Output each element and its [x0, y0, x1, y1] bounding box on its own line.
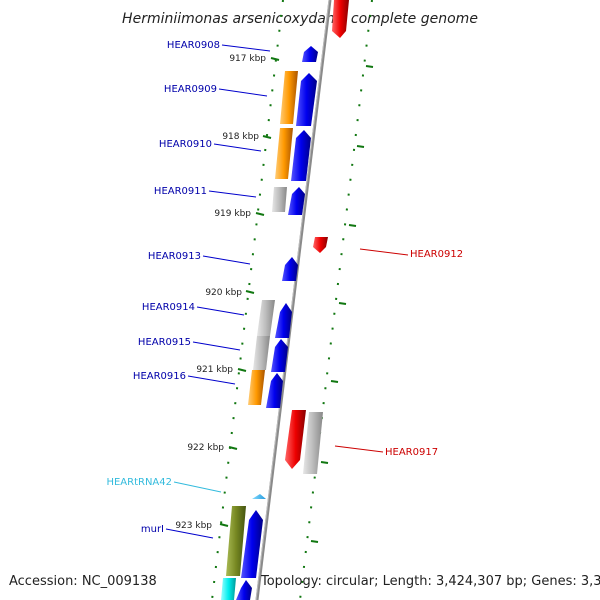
cog-bar-gray: [257, 300, 275, 336]
genome-backbone: [255, 0, 332, 600]
topology-text: Topology: circular; Length: 3,424,307 bp…: [261, 574, 600, 589]
gene-label[interactable]: HEAR0916: [133, 371, 186, 382]
kbp-tick: [228, 446, 238, 450]
gene-label[interactable]: HEAR0909: [164, 84, 217, 95]
cds-arrow-reverse: [332, 0, 349, 38]
kbp-label: 918 kbp: [222, 132, 259, 142]
kbp-tick: [245, 290, 255, 294]
cds-arrow-forward: [288, 187, 305, 215]
rna-arrow-forward: [252, 494, 266, 499]
kbp-label: 923 kbp: [175, 521, 212, 531]
forward-cds-track: [236, 46, 318, 600]
reverse-gene-labels: HEAR0912 HEAR0917: [334, 248, 463, 458]
leader-line: [208, 190, 257, 198]
gene-label[interactable]: HEAR0912: [410, 249, 463, 260]
kbp-scale: 917 kbp 918 kbp 919 kbp 920 kbp 921 kbp …: [175, 54, 280, 531]
kbp-label: 917 kbp: [229, 54, 266, 64]
leader-line: [196, 306, 245, 316]
leader-line: [359, 248, 409, 256]
kbp-tick: [255, 212, 265, 216]
kbp-tick: [219, 523, 229, 527]
cog-bar-cyan: [221, 578, 236, 600]
kbp-label: 922 kbp: [187, 443, 224, 453]
accession-text: Accession: NC_009138: [9, 574, 157, 589]
cog-bar-olive: [226, 506, 246, 576]
leader-line: [213, 143, 262, 152]
leader-line: [221, 44, 271, 52]
gene-label[interactable]: murI: [141, 524, 164, 535]
cds-arrow-forward: [241, 510, 263, 578]
genome-backbone-highlight: [255, 0, 330, 600]
leader-line: [202, 255, 251, 265]
cds-arrow-forward: [275, 303, 292, 338]
gene-label[interactable]: HEARtRNA42: [106, 477, 172, 488]
reverse-cds-track: [285, 0, 349, 469]
leader-line: [165, 528, 214, 539]
leader-line: [192, 341, 241, 351]
cog-bar-orange: [280, 71, 298, 124]
kbp-tick: [237, 368, 247, 372]
gene-label[interactable]: HEAR0913: [148, 251, 201, 262]
cog-track: [221, 71, 323, 600]
map-title: Herminiimonas arsenicoxydans, complete g…: [122, 11, 478, 27]
cds-arrow-forward: [291, 130, 311, 181]
kbp-label: 919 kbp: [214, 209, 251, 219]
kbp-label: 920 kbp: [205, 288, 242, 298]
cog-bar-orange: [248, 370, 265, 405]
leader-line: [173, 481, 222, 493]
leader-line: [218, 88, 268, 97]
cog-bar-gray: [253, 336, 270, 370]
cds-arrow-forward: [302, 46, 318, 62]
gene-label[interactable]: HEAR0908: [167, 40, 220, 51]
leader-line: [187, 375, 236, 385]
kbp-tick: [270, 57, 280, 61]
kbp-label: 921 kbp: [196, 365, 233, 375]
cds-arrow-forward: [296, 73, 317, 126]
forward-gene-labels: HEAR0908 HEAR0909 HEAR0910 HEAR0911 HEAR…: [106, 40, 271, 539]
gene-label[interactable]: HEAR0917: [385, 447, 438, 458]
gene-label[interactable]: HEAR0910: [159, 139, 212, 150]
gene-label[interactable]: HEAR0915: [138, 337, 191, 348]
cds-arrow-forward: [271, 339, 288, 372]
kbp-tick: [262, 135, 272, 139]
gene-label[interactable]: HEAR0911: [154, 186, 207, 197]
cds-arrow-reverse: [285, 410, 306, 469]
cog-bar-orange: [275, 128, 293, 179]
cds-arrow-reverse: [313, 237, 328, 253]
reverse-track-major-ticks: [310, 65, 374, 543]
cds-arrow-forward: [266, 373, 283, 408]
cog-bar-gray: [272, 187, 287, 212]
cds-arrow-forward: [282, 257, 298, 281]
cds-arrow-forward: [236, 580, 252, 600]
gene-label[interactable]: HEAR0914: [142, 302, 195, 313]
leader-line: [334, 445, 384, 453]
cog-bar-gray: [303, 412, 323, 474]
